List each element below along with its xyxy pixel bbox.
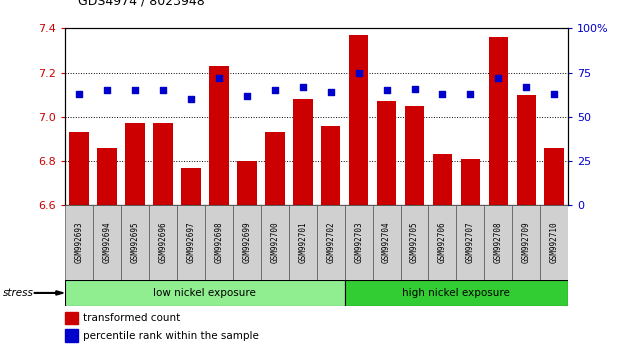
- Bar: [93, 205, 121, 280]
- Bar: [484, 205, 512, 280]
- Bar: [65, 280, 345, 306]
- Bar: [70, 132, 89, 205]
- Text: high nickel exposure: high nickel exposure: [402, 288, 510, 298]
- Bar: [177, 205, 205, 280]
- Bar: [209, 66, 229, 205]
- Bar: [293, 99, 312, 205]
- Bar: [377, 101, 396, 205]
- Bar: [517, 95, 536, 205]
- Bar: [265, 132, 284, 205]
- Text: GSM992702: GSM992702: [326, 222, 335, 263]
- Bar: [181, 168, 201, 205]
- Point: [242, 93, 252, 98]
- Bar: [373, 205, 401, 280]
- Point: [130, 87, 140, 93]
- Bar: [125, 124, 145, 205]
- Text: GSM992695: GSM992695: [130, 222, 140, 263]
- Text: GSM992705: GSM992705: [410, 222, 419, 263]
- Text: GSM992703: GSM992703: [354, 222, 363, 263]
- Text: GSM992708: GSM992708: [494, 222, 503, 263]
- Point: [354, 70, 364, 75]
- Bar: [149, 205, 177, 280]
- Point: [493, 75, 503, 81]
- Point: [549, 91, 559, 97]
- Text: GSM992709: GSM992709: [522, 222, 531, 263]
- Text: GSM992694: GSM992694: [102, 222, 112, 263]
- Point: [437, 91, 447, 97]
- Text: GSM992704: GSM992704: [382, 222, 391, 263]
- Bar: [545, 148, 564, 205]
- Bar: [489, 37, 508, 205]
- Text: GSM992693: GSM992693: [75, 222, 84, 263]
- Bar: [317, 205, 345, 280]
- Bar: [237, 161, 256, 205]
- Point: [381, 87, 391, 93]
- Text: GSM992706: GSM992706: [438, 222, 447, 263]
- Bar: [321, 126, 340, 205]
- Bar: [345, 280, 568, 306]
- Point: [522, 84, 532, 90]
- Text: GSM992698: GSM992698: [214, 222, 224, 263]
- Bar: [540, 205, 568, 280]
- Text: GSM992701: GSM992701: [298, 222, 307, 263]
- Point: [158, 87, 168, 93]
- Bar: [461, 159, 480, 205]
- Text: GSM992697: GSM992697: [186, 222, 196, 263]
- Bar: [261, 205, 289, 280]
- Bar: [349, 35, 368, 205]
- Bar: [456, 205, 484, 280]
- Text: GSM992700: GSM992700: [270, 222, 279, 263]
- Bar: [65, 205, 93, 280]
- Text: stress: stress: [3, 288, 34, 298]
- Point: [410, 86, 420, 91]
- Text: GSM992699: GSM992699: [242, 222, 252, 263]
- Bar: [405, 106, 424, 205]
- Bar: [289, 205, 317, 280]
- Bar: [433, 154, 452, 205]
- Point: [102, 87, 112, 93]
- Bar: [65, 329, 78, 342]
- Text: GSM992710: GSM992710: [550, 222, 559, 263]
- Text: GDS4974 / 8023948: GDS4974 / 8023948: [78, 0, 204, 7]
- Bar: [205, 205, 233, 280]
- Bar: [97, 148, 117, 205]
- Bar: [65, 312, 78, 324]
- Point: [270, 87, 279, 93]
- Bar: [345, 205, 373, 280]
- Bar: [153, 124, 173, 205]
- Bar: [401, 205, 428, 280]
- Point: [325, 89, 335, 95]
- Text: transformed count: transformed count: [83, 313, 180, 323]
- Point: [214, 75, 224, 81]
- Point: [298, 84, 308, 90]
- Point: [466, 91, 476, 97]
- Bar: [512, 205, 540, 280]
- Text: low nickel exposure: low nickel exposure: [153, 288, 256, 298]
- Bar: [121, 205, 149, 280]
- Bar: [428, 205, 456, 280]
- Bar: [233, 205, 261, 280]
- Text: percentile rank within the sample: percentile rank within the sample: [83, 331, 259, 341]
- Text: GSM992707: GSM992707: [466, 222, 475, 263]
- Point: [186, 96, 196, 102]
- Text: GSM992696: GSM992696: [158, 222, 168, 263]
- Point: [75, 91, 84, 97]
